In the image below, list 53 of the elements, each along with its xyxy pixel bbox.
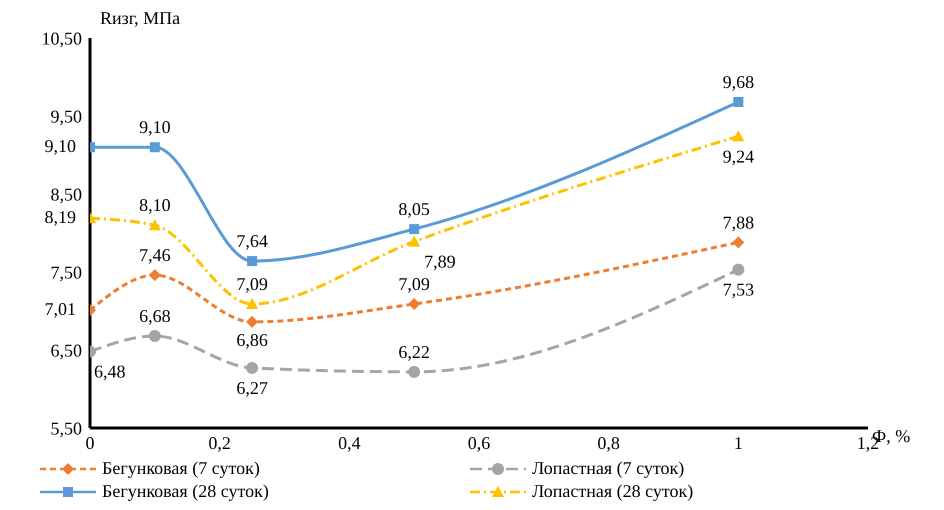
point (148, 219, 161, 230)
x-tick-label: 0,8 (597, 432, 620, 453)
point (408, 236, 420, 247)
y-tick-label: 7,50 (50, 262, 82, 282)
point (732, 264, 744, 276)
y-tick-label: 8,50 (50, 184, 82, 204)
data-label: 9,68 (722, 72, 754, 92)
point (409, 224, 420, 234)
data-label: 6,68 (139, 306, 171, 326)
data-label: 7,88 (722, 212, 754, 232)
point (150, 142, 160, 152)
data-label: 8,10 (139, 195, 171, 216)
y-axis-title: Rизг, МПа (100, 8, 180, 29)
data-label: 9,24 (722, 146, 754, 166)
legend-label: Бегунковая (7 суток) (102, 458, 260, 479)
data-label: 6,86 (236, 330, 268, 350)
point (246, 298, 258, 309)
x-tick-label: 0,6 (468, 432, 490, 453)
data-label: 6,27 (236, 378, 268, 398)
point (148, 330, 161, 342)
data-label: 7,46 (139, 245, 171, 266)
data-label: 7,89 (424, 252, 456, 272)
data-label: 7,09 (398, 274, 430, 294)
data-label: 9,10 (44, 136, 76, 156)
point (733, 96, 744, 107)
point (246, 362, 258, 374)
point (732, 130, 744, 142)
data-label: 7,64 (236, 231, 268, 252)
x-tick-label: 0,2 (208, 432, 231, 453)
legend-label: Лопастная (28 суток) (532, 481, 694, 502)
y-tick-label: 10,50 (42, 28, 82, 48)
data-label: 9,10 (139, 117, 171, 138)
data-label: 6,48 (94, 362, 126, 382)
data-label: 8,05 (398, 199, 430, 220)
y-tick-label: 6,50 (50, 340, 82, 360)
data-label: 6,22 (398, 342, 430, 362)
x-tick-label: 0,4 (338, 432, 361, 453)
legend-label: Лопастная (7 суток) (532, 458, 684, 479)
y-tick-label: 9,50 (50, 106, 82, 126)
data-label: 7,09 (236, 274, 268, 294)
x-tick-label: 1 (734, 432, 743, 453)
point (247, 256, 258, 266)
point (148, 269, 161, 282)
legend-label: Бегунковая (28 суток) (102, 481, 269, 502)
point (732, 236, 744, 248)
y-tick-label: 5,50 (50, 418, 82, 438)
data-label: 7,53 (722, 280, 754, 300)
data-label: 7,01 (44, 299, 76, 320)
x-tick-label: 0 (86, 432, 94, 453)
point (246, 316, 258, 328)
point (408, 298, 420, 310)
data-label: 8,19 (44, 207, 76, 228)
point (408, 366, 420, 378)
